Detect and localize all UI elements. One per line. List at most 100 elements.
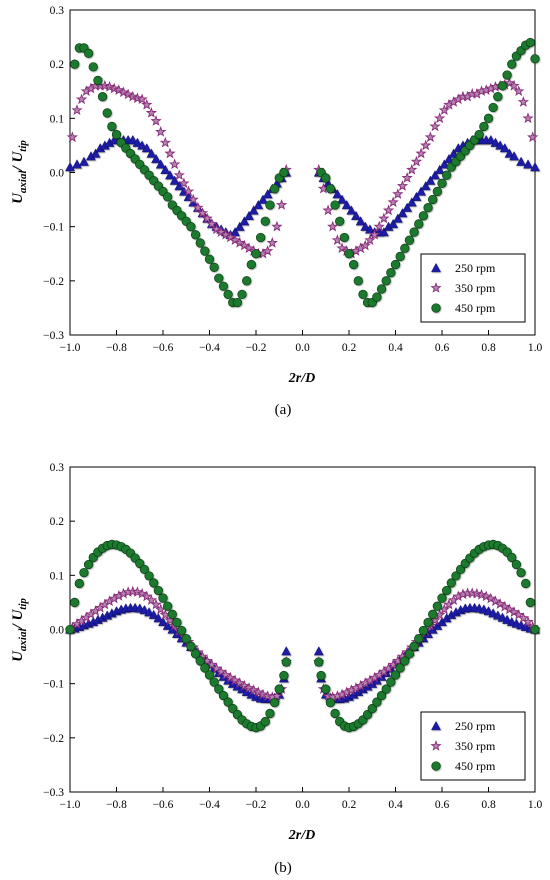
data-point-triangle: [253, 199, 264, 210]
data-point-circle: [488, 102, 498, 113]
data-point-circle: [162, 192, 173, 202]
data-point-star: [382, 204, 395, 216]
data-point-triangle: [248, 205, 259, 215]
data-point-star: [150, 598, 162, 610]
data-point-star: [266, 237, 278, 248]
data-point-circle: [390, 259, 401, 270]
data-point-triangle: [141, 143, 152, 153]
data-point-triangle: [430, 170, 440, 180]
data-point-circle: [511, 559, 522, 570]
data-point-circle: [79, 567, 89, 578]
data-point-triangle: [313, 646, 324, 656]
data-point-circle: [404, 235, 415, 245]
data-point-circle: [69, 597, 80, 608]
data-point-triangle: [332, 189, 343, 199]
y-tick-label: −0.1: [43, 222, 64, 234]
data-point-circle: [172, 617, 182, 628]
data-point-star: [424, 131, 436, 143]
data-point-circle: [432, 186, 443, 197]
data-point-circle: [330, 708, 340, 719]
data-point-circle: [344, 249, 354, 259]
data-point-star: [75, 93, 88, 105]
data-point-triangle: [490, 137, 501, 147]
data-point-circle: [376, 690, 387, 701]
data-point-triangle: [411, 191, 422, 201]
data-point-circle: [181, 634, 191, 644]
y-tick-label: −0.3: [43, 330, 64, 342]
data-point-circle: [381, 684, 391, 694]
data-point-circle: [437, 178, 447, 188]
data-point-star: [503, 603, 516, 615]
legend-marker-triangle: [431, 720, 441, 731]
data-point-triangle: [72, 159, 82, 169]
data-point-triangle: [148, 609, 159, 619]
data-point-circle: [237, 289, 247, 300]
y-label-sub1: axial: [17, 628, 29, 652]
x-tick-label: −0.4: [199, 799, 220, 811]
data-point-circle: [111, 129, 122, 140]
data-point-circle: [414, 634, 424, 644]
data-point-triangle: [132, 137, 143, 147]
data-point-star: [378, 212, 390, 224]
data-point-circle: [400, 656, 410, 666]
x-tick-label: 0.2: [342, 342, 357, 354]
data-point-circle: [325, 697, 336, 708]
legend-label: 350 rpm: [455, 739, 496, 753]
data-point-circle: [246, 259, 257, 270]
data-point-star: [206, 658, 218, 670]
data-point-star: [164, 147, 176, 159]
data-point-star: [192, 201, 204, 213]
data-point-star: [210, 223, 223, 235]
data-point-star: [159, 136, 171, 148]
legend-marker-circle: [431, 761, 441, 771]
data-point-star: [201, 212, 213, 224]
data-point-circle: [260, 216, 270, 226]
data-point-circle: [176, 625, 187, 636]
data-point-triangle: [234, 221, 245, 231]
data-point-triangle: [244, 210, 254, 220]
data-point-circle: [502, 70, 512, 80]
data-point-circle: [200, 663, 210, 673]
legend-label: 450 rpm: [455, 301, 496, 315]
y-tick-label: 0.0: [50, 168, 65, 180]
data-point-star: [262, 245, 274, 256]
panel-label: (a): [275, 402, 292, 418]
data-point-circle: [204, 254, 215, 264]
data-point-triangle: [165, 170, 175, 180]
data-point-triangle: [516, 156, 526, 166]
legend-label: 250 rpm: [455, 719, 496, 733]
data-point-circle: [395, 251, 405, 262]
chart-panel-b: −1.0 −0.8 −0.6 −0.4 −0.2 0.0 0.2 0.4 0.6 0.8 1.0 −…: [10, 462, 542, 876]
data-point-star: [373, 220, 385, 232]
legend-marker-circle: [431, 303, 441, 313]
data-point-star: [508, 606, 520, 617]
data-point-circle: [316, 670, 326, 681]
data-point-triangle: [406, 197, 417, 207]
data-point-star: [485, 592, 497, 604]
chart-panel-a: −1.0 −0.8 −0.6 −0.4 −0.2 0.0 0.2 0.4 0.6 0.8 1.0 −…: [10, 5, 542, 418]
data-point-star: [271, 220, 283, 232]
data-point-star: [103, 81, 116, 92]
x-tick-label: 0.4: [388, 342, 403, 354]
data-point-star: [271, 690, 283, 701]
data-point-star: [238, 679, 251, 691]
data-point-circle: [376, 284, 387, 294]
data-point-circle: [204, 670, 215, 680]
data-point-circle: [107, 121, 117, 132]
data-point-triangle: [151, 153, 161, 164]
x-tick-label: 0.4: [388, 799, 403, 811]
data-point-triangle: [258, 194, 268, 204]
y-axis-label: Uaxial/ Utip: [10, 140, 29, 204]
y-axis: −0.3 −0.2 −0.1 0.0 0.1 0.2 0.3: [43, 5, 75, 342]
data-point-circle: [260, 716, 270, 727]
data-point-star: [224, 671, 237, 683]
x-tick-label: −1.0: [60, 799, 81, 811]
y-tick-label: −0.2: [43, 733, 64, 745]
data-point-star: [401, 172, 413, 183]
data-point-star: [508, 79, 520, 91]
data-point-triangle: [360, 221, 371, 231]
data-point-star: [141, 98, 153, 110]
data-point-star: [248, 684, 260, 695]
data-point-triangle: [388, 218, 399, 229]
